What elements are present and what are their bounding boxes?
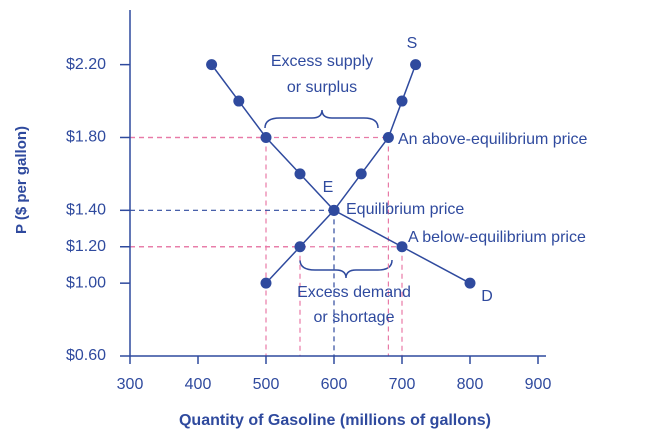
point: [396, 95, 408, 107]
point: [355, 168, 367, 180]
curve-label: S: [407, 35, 418, 52]
x-tick-label: 600: [321, 376, 348, 393]
curve: [210, 64, 471, 284]
annotation: or shortage: [314, 309, 395, 326]
point: [260, 131, 272, 143]
annotation: E: [323, 179, 334, 196]
point: [233, 95, 245, 107]
annotation: Excess demand: [297, 284, 411, 301]
x-tick-label: 300: [117, 376, 144, 393]
x-tick-label: 400: [185, 376, 212, 393]
x-tick-label: 800: [457, 376, 484, 393]
x-tick-label: 900: [525, 376, 552, 393]
curve: [265, 64, 417, 284]
y-tick-label: $2.20: [66, 56, 106, 73]
y-tick-label: $0.60: [66, 347, 106, 364]
x-axis-title: Quantity of Gasoline (millions of gallon…: [179, 412, 491, 429]
y-tick-label: $1.80: [66, 129, 106, 146]
point: [260, 277, 272, 289]
point: [382, 131, 394, 143]
point: [206, 59, 218, 71]
x-tick-label: 500: [253, 376, 280, 393]
y-tick-label: $1.00: [66, 274, 106, 291]
annotation: A below-equilibrium price: [408, 229, 586, 246]
point: [410, 59, 422, 71]
annotation: An above-equilibrium price: [398, 131, 588, 148]
point: [328, 204, 340, 216]
y-axis-title: P ($ per gallon): [13, 126, 30, 234]
surplus-brace: [264, 109, 379, 129]
y-tick-label: $1.40: [66, 202, 106, 219]
point: [464, 277, 476, 289]
curve-label: D: [481, 288, 493, 305]
annotation: Equilibrium price: [346, 201, 464, 218]
annotation: Excess supply: [271, 53, 373, 70]
annotation: or surplus: [287, 79, 357, 96]
x-tick-label: 700: [389, 376, 416, 393]
point: [396, 241, 408, 253]
point: [294, 241, 306, 253]
y-tick-label: $1.20: [66, 238, 106, 255]
shortage-brace: [299, 259, 393, 279]
point: [294, 168, 306, 180]
